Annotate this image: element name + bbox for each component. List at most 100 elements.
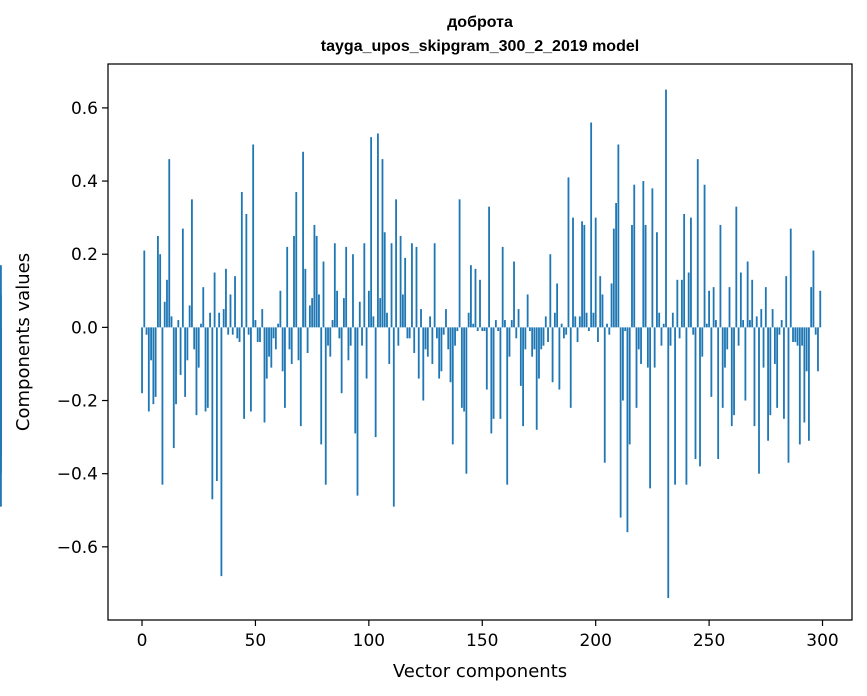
bar <box>787 327 790 463</box>
bar <box>771 309 774 328</box>
bar <box>683 213 686 328</box>
bar <box>204 327 207 412</box>
bar <box>145 327 148 335</box>
bar <box>379 298 382 328</box>
bar <box>658 312 661 328</box>
bar <box>261 309 264 328</box>
bar <box>175 327 177 405</box>
bar <box>397 327 400 346</box>
bar <box>494 320 497 328</box>
bar <box>284 327 286 408</box>
bar <box>240 192 243 328</box>
bar <box>485 327 488 390</box>
bar <box>531 327 534 357</box>
bar <box>277 323 280 328</box>
bar <box>497 327 500 332</box>
bar <box>594 217 597 328</box>
bar <box>304 268 307 328</box>
bar <box>776 327 779 408</box>
bar <box>504 320 506 328</box>
bar <box>665 89 667 328</box>
bar <box>635 327 638 408</box>
bar <box>526 294 529 328</box>
bar <box>744 327 747 401</box>
bar <box>488 206 490 328</box>
bar <box>778 327 781 335</box>
bar <box>619 327 622 518</box>
bar <box>479 279 481 328</box>
bar <box>166 279 168 328</box>
bar <box>753 327 756 427</box>
chart-title: доброта <box>447 14 513 31</box>
bar <box>817 327 819 372</box>
bar <box>179 327 182 375</box>
bar <box>569 327 572 408</box>
bar <box>510 320 513 328</box>
y-tick-label: −0.6 <box>57 538 98 558</box>
bar <box>422 327 425 401</box>
bar <box>395 199 397 328</box>
bar <box>719 224 722 328</box>
bar <box>470 265 472 328</box>
bar <box>336 290 338 328</box>
bar <box>401 294 404 328</box>
bar <box>404 257 407 328</box>
bar <box>581 221 583 328</box>
bar <box>715 320 717 328</box>
bar <box>529 327 531 332</box>
bar <box>281 327 284 372</box>
bar <box>392 327 395 507</box>
x-tick-label: 150 <box>466 631 498 651</box>
bar <box>465 327 468 474</box>
bar <box>667 327 670 599</box>
bar <box>188 305 191 328</box>
bar <box>803 327 806 423</box>
bar <box>454 327 456 346</box>
bar <box>669 327 672 346</box>
bar <box>483 327 486 332</box>
bar <box>150 327 152 361</box>
y-tick-label: 0.4 <box>71 172 98 192</box>
x-tick-label: 0 <box>137 631 148 651</box>
bar <box>311 298 314 328</box>
bar <box>674 327 676 485</box>
bar <box>213 272 216 328</box>
bar <box>789 228 792 328</box>
bar <box>177 320 180 328</box>
bar <box>547 327 549 342</box>
bar <box>329 327 332 357</box>
bar <box>200 323 202 328</box>
bar <box>399 235 402 328</box>
bar <box>322 261 325 328</box>
bar <box>783 327 785 419</box>
bar <box>601 294 604 328</box>
bar <box>229 294 232 328</box>
bar <box>247 327 250 335</box>
y-tick-label: 0.2 <box>71 245 98 265</box>
y-axis-ticks: −0.6 −0.4 −0.2 0.0 0.2 0.4 0.6 <box>57 99 108 558</box>
x-tick-label: 200 <box>579 631 611 651</box>
bar <box>245 213 248 328</box>
bar <box>513 261 515 328</box>
bar <box>413 327 416 353</box>
bar <box>760 309 763 328</box>
bar <box>649 327 652 489</box>
x-axis-label: Vector components <box>393 661 567 682</box>
bar <box>324 327 327 485</box>
bar <box>370 137 373 328</box>
bar <box>272 327 275 339</box>
y-tick-label: 0.0 <box>71 318 98 338</box>
bar <box>703 184 706 328</box>
bar <box>225 268 227 328</box>
bar <box>331 320 334 328</box>
bar <box>460 327 463 408</box>
bar <box>338 327 341 339</box>
bar <box>440 327 443 372</box>
bar <box>365 327 368 379</box>
bar <box>751 279 754 328</box>
bar <box>628 327 631 445</box>
bar <box>796 327 799 346</box>
bar <box>290 327 293 364</box>
